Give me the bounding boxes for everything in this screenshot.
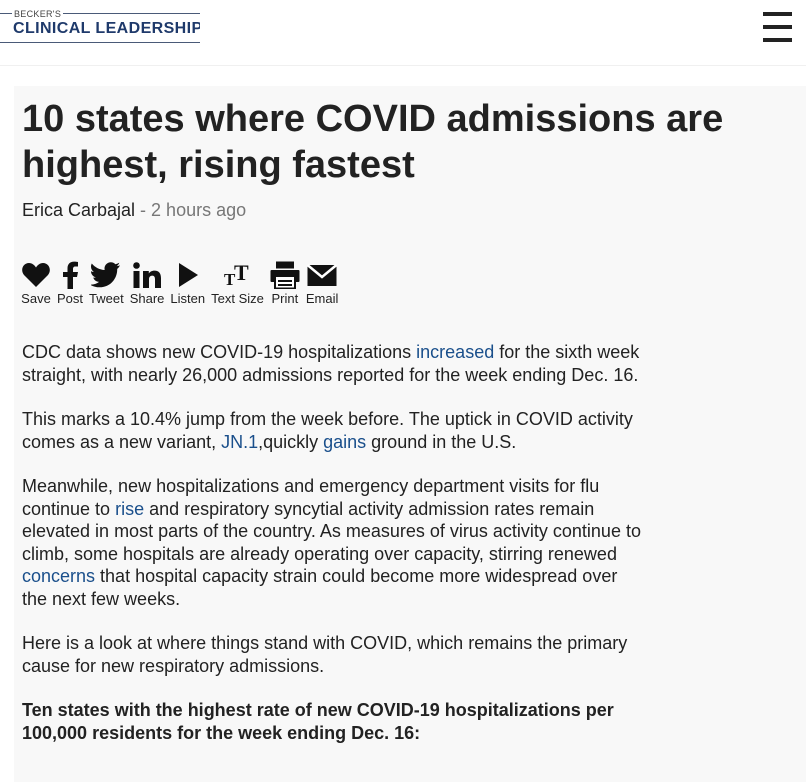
text-size-label: Text Size	[211, 291, 264, 306]
link-increased[interactable]: increased	[416, 342, 495, 362]
link-gains[interactable]: gains	[323, 431, 367, 452]
save-button[interactable]: Save	[21, 260, 51, 306]
article-background	[14, 86, 806, 782]
paragraph-4: Here is a look at where things stand wit…	[22, 633, 628, 676]
save-label: Save	[21, 291, 51, 306]
logo-clinical-leadership: CLINICAL LEADERSHIP	[13, 20, 200, 37]
share-label: Share	[129, 291, 165, 306]
facebook-icon	[61, 260, 79, 290]
email-label: Email	[305, 291, 339, 306]
byline-separator: -	[135, 200, 152, 220]
paragraph-3: Meanwhile, new hospitalizations and emer…	[22, 476, 641, 609]
play-icon	[177, 260, 199, 290]
logo-beckers: BECKER'S	[12, 9, 64, 19]
logo-top-rule	[0, 13, 200, 14]
tweet-button[interactable]: Tweet	[89, 260, 124, 306]
link-concerns[interactable]: concerns	[22, 566, 96, 586]
svg-text:T: T	[234, 263, 249, 285]
link-rise[interactable]: rise	[115, 498, 145, 519]
tweet-label: Tweet	[89, 291, 124, 306]
twitter-icon	[91, 260, 121, 290]
listen-label: Listen	[170, 291, 206, 306]
email-button[interactable]: Email	[305, 260, 339, 306]
email-icon	[307, 260, 338, 290]
post-button[interactable]: Post	[57, 260, 83, 306]
share-button[interactable]: Share	[129, 260, 165, 306]
publish-time: 2 hours ago	[151, 200, 247, 220]
link-jn1[interactable]: JN.1	[221, 431, 259, 452]
print-icon	[270, 260, 300, 290]
site-header: BECKER'S CLINICAL LEADERSHIP	[0, 0, 806, 66]
byline: Erica Carbajal - 2 hours ago	[22, 200, 246, 221]
paragraph-2: This marks a 10.4% jump from the week be…	[22, 409, 633, 452]
article-title: 10 states where COVID admissions are hig…	[22, 98, 724, 186]
heart-icon	[21, 260, 51, 290]
paragraph-1: CDC data shows new COVID-19 hospitalizat…	[22, 342, 640, 385]
author-name[interactable]: Erica Carbajal	[22, 200, 136, 220]
site-logo[interactable]: BECKER'S CLINICAL LEADERSHIP	[0, 8, 200, 48]
linkedin-icon	[133, 260, 162, 290]
article-body: CDC data shows new COVID-19 hospitalizat…	[22, 341, 644, 766]
hamburger-menu-icon[interactable]	[763, 8, 793, 42]
listen-button[interactable]: Listen	[170, 260, 205, 306]
print-button[interactable]: Print	[270, 260, 300, 306]
post-label: Post	[57, 291, 84, 306]
logo-bottom-rule	[0, 42, 200, 43]
list-subheading: Ten states with the highest rate of new …	[22, 700, 614, 743]
print-label: Print	[271, 291, 299, 306]
svg-text:T: T	[224, 270, 236, 287]
